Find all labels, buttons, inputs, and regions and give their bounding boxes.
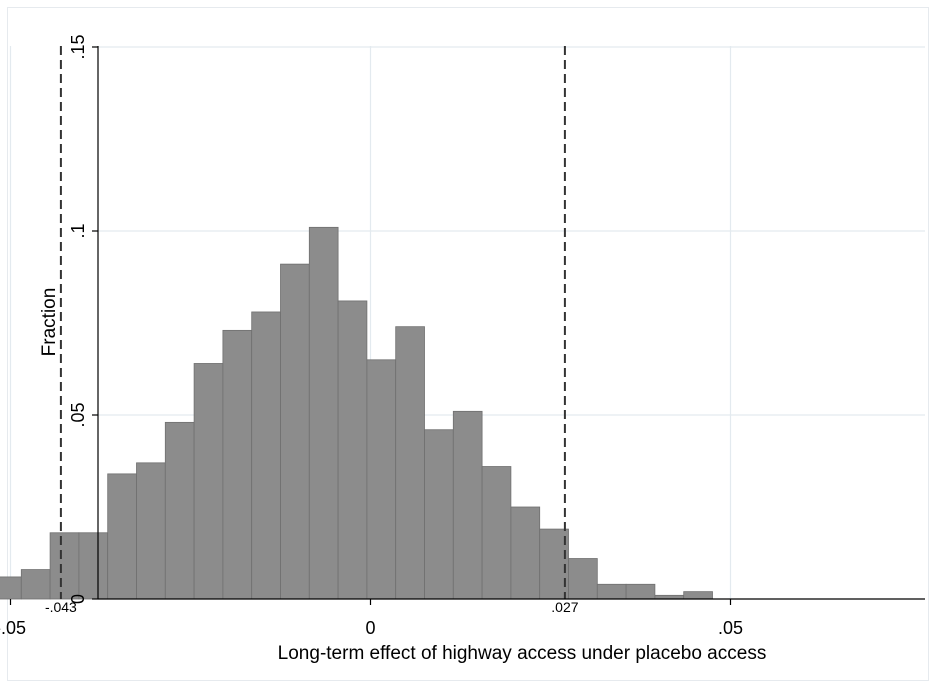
histogram-bar (193, 363, 224, 600)
reference-line-label: -.043 (45, 599, 77, 615)
x-tick-label: 0 (365, 618, 375, 638)
histogram-bar (251, 311, 281, 600)
y-tick-label: 0 (68, 594, 88, 604)
histogram-bar (0, 576, 22, 600)
histogram-bar (107, 473, 137, 600)
histogram-bar (136, 462, 166, 600)
y-tick-label: .1 (68, 223, 88, 238)
histogram-bars (0, 226, 713, 600)
histogram-bar (481, 466, 512, 600)
x-axis-title: Long-term effect of highway access under… (278, 643, 767, 664)
reference-line-labels: -.043.027.132 (45, 599, 579, 615)
tick-marks (9, 46, 732, 605)
histogram-bar (510, 506, 541, 600)
histogram-bar (395, 326, 425, 600)
histogram-bar (452, 410, 483, 600)
histogram-bar (280, 263, 310, 600)
histogram-bar (49, 532, 80, 600)
axes (97, 46, 925, 600)
histogram-bar (164, 421, 195, 600)
histogram-bar (683, 591, 713, 600)
y-tick-label: .15 (68, 34, 88, 59)
y-tick-label: .05 (68, 402, 88, 427)
reference-lines (59, 46, 566, 599)
histogram-bar (20, 569, 51, 600)
reference-line-label: .027 (551, 599, 578, 615)
histogram-bar (596, 583, 627, 600)
histogram-bar (222, 329, 253, 600)
histogram-bar (424, 429, 454, 600)
histogram-bar (366, 359, 397, 600)
histogram-bar (625, 583, 656, 600)
histogram-bar (337, 300, 368, 600)
histogram-bar (568, 558, 598, 600)
histogram-bar (78, 532, 109, 600)
tick-labels: -.050.05.1.150.05.1.15 (0, 34, 743, 638)
y-axis-title: Fraction (39, 288, 60, 357)
x-tick-label: .05 (718, 618, 743, 638)
x-tick-label: -.05 (0, 618, 26, 638)
histogram-bar (308, 226, 339, 600)
